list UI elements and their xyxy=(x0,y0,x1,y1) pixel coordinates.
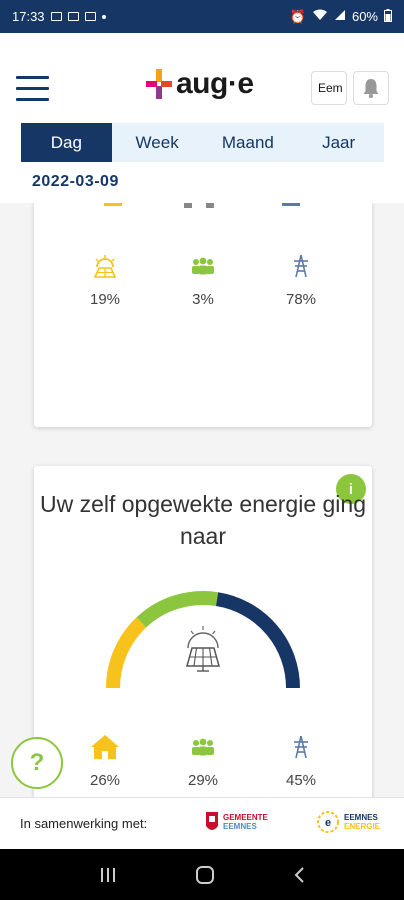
partner-eemnes-energie[interactable]: e EEMNES ENERGIE xyxy=(316,810,380,834)
community-icon xyxy=(192,257,214,275)
screen-icon xyxy=(84,12,96,21)
menu-line xyxy=(16,98,49,101)
back-icon[interactable] xyxy=(292,865,306,885)
status-bar: 17:33 ⏰ 60% xyxy=(0,0,404,33)
battery-icon xyxy=(384,8,392,25)
stat-community-2: 29% xyxy=(163,734,243,789)
stat-community-2-value: 29% xyxy=(187,772,219,789)
selected-date[interactable]: 2022-03-09 xyxy=(32,173,119,190)
community-selector-button[interactable]: Eem xyxy=(311,71,347,105)
partner-gemeente-eemnes[interactable]: GEMEENTE EEMNES xyxy=(205,810,268,834)
tab-jaar[interactable]: Jaar xyxy=(322,132,356,152)
partners-footer: In samenwerking met: GEMEENTE EEMNES e E… xyxy=(0,797,404,849)
card2-stats: 26% 29% 45% xyxy=(34,734,372,789)
wifi-icon xyxy=(312,9,328,24)
power-grid-icon xyxy=(294,735,308,759)
power-grid-icon xyxy=(294,254,308,278)
menu-line xyxy=(16,87,49,90)
self-usage-card: 19% 3% 78% xyxy=(34,203,372,427)
partner1-line1: GEMEENTE xyxy=(223,813,268,822)
period-tabs: Dag Week Maand Jaar xyxy=(21,123,384,162)
card1-stats: 19% 3% 78% xyxy=(34,253,372,308)
bell-icon xyxy=(363,79,379,98)
status-time: 17:33 xyxy=(12,9,45,24)
solar-sun-icon xyxy=(93,255,117,278)
svg-text:e: e xyxy=(325,817,331,829)
system-nav-bar xyxy=(0,849,404,900)
recent-apps-icon[interactable] xyxy=(98,866,118,884)
tab-dag[interactable]: Dag xyxy=(21,123,112,162)
partner2-line1: EEMNES xyxy=(344,813,378,822)
gemeente-crest-icon xyxy=(206,812,218,830)
logo-text: aug·e xyxy=(176,67,254,100)
menu-line xyxy=(16,76,49,79)
stat-solar: 19% xyxy=(65,253,145,308)
auge-logo: aug·e xyxy=(146,63,258,105)
tab-maand[interactable]: Maand xyxy=(221,132,274,152)
stat-community: 3% xyxy=(163,253,243,308)
notification-dot-icon xyxy=(101,14,106,19)
stat-solar-value: 19% xyxy=(89,291,121,308)
partner2-line2: ENERGIE xyxy=(344,822,381,831)
card-chart-remnant xyxy=(104,203,300,208)
logo-cross-icon xyxy=(146,69,172,99)
battery-level: 60% xyxy=(351,9,378,24)
eemnes-energie-logo-icon: e xyxy=(317,811,339,833)
gauge-segment-community xyxy=(136,591,219,628)
help-button[interactable]: ? xyxy=(11,737,63,789)
game-icon xyxy=(67,12,79,21)
community-selector-label: Eem xyxy=(318,81,343,95)
info-button[interactable]: i xyxy=(336,474,366,504)
chart-bar-remnant xyxy=(104,203,122,206)
stat-community-value: 3% xyxy=(192,291,214,308)
partners-label: In samenwerking met: xyxy=(20,816,148,831)
community-icon xyxy=(192,738,214,756)
partner1-line2: EEMNES xyxy=(223,822,257,831)
chart-bar-remnant xyxy=(206,203,214,208)
stat-house-value: 26% xyxy=(89,772,121,789)
tab-week[interactable]: Week xyxy=(135,132,179,152)
alarm-icon: ⏰ xyxy=(289,8,306,24)
notifications-button[interactable] xyxy=(353,71,389,105)
home-icon[interactable] xyxy=(194,864,216,886)
gallery-icon xyxy=(50,12,62,21)
solar-panel-icon xyxy=(186,626,220,672)
stat-grid-2-value: 45% xyxy=(285,772,317,789)
stat-house: 26% xyxy=(65,734,145,789)
chart-bar-remnant xyxy=(184,203,192,208)
stat-grid-value: 78% xyxy=(285,291,317,308)
stat-grid: 78% xyxy=(261,253,341,308)
gauge-segment-grid xyxy=(215,592,300,689)
signal-icon xyxy=(334,9,346,24)
self-generated-energy-card: i Uw zelf opgewekte energie ging naar 26… xyxy=(34,466,372,806)
stat-grid-2: 45% xyxy=(261,734,341,789)
app-header: aug·e Eem Dag Week Maand Jaar 2022-03-09 xyxy=(0,33,404,203)
gauge-segment-house xyxy=(106,617,147,689)
menu-button[interactable] xyxy=(16,76,49,102)
energy-distribution-gauge xyxy=(106,591,300,689)
chart-bar-remnant xyxy=(282,203,300,206)
card2-title: Uw zelf opgewekte energie ging naar xyxy=(39,491,367,549)
house-icon xyxy=(91,735,119,759)
